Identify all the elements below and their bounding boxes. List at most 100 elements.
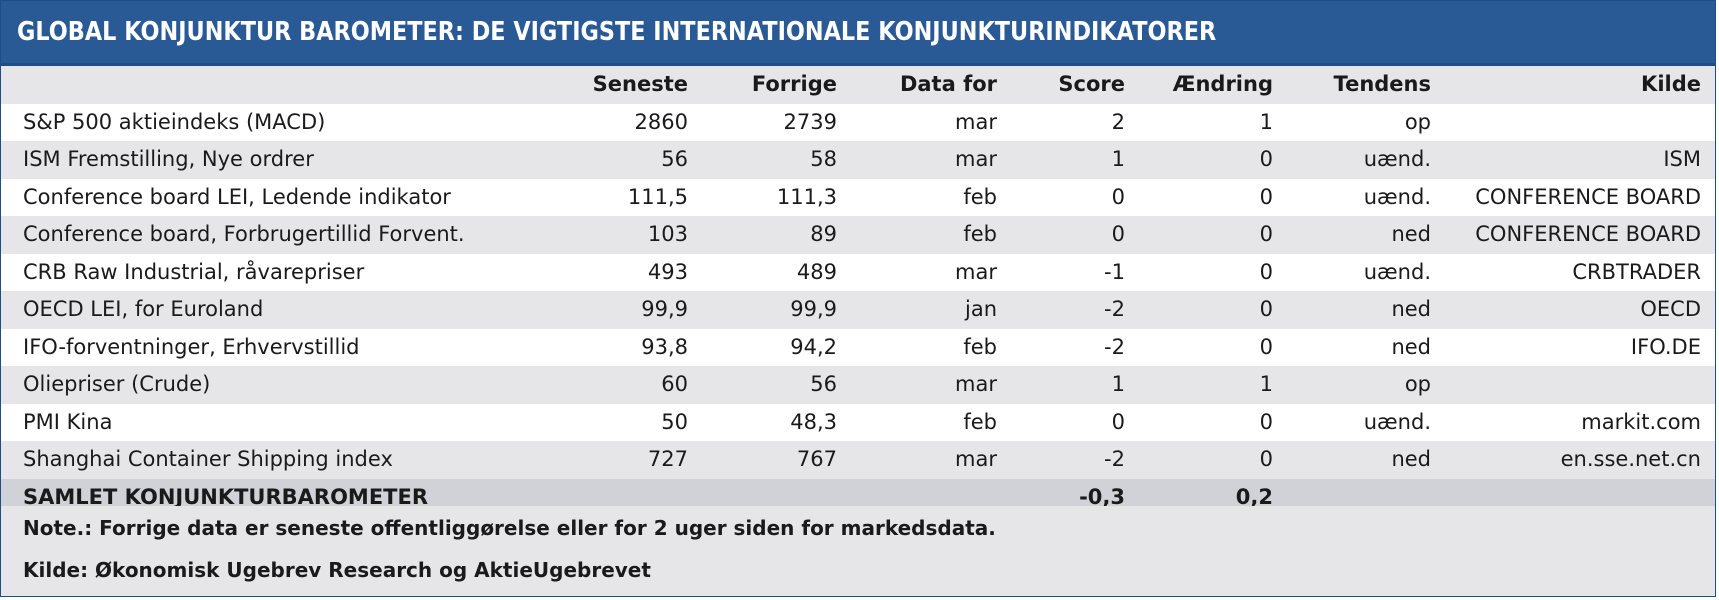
- total-score: -0,3: [1079, 484, 1125, 509]
- cell-aendring: 0: [1259, 447, 1273, 471]
- cell-score: -2: [1104, 334, 1125, 359]
- cell-forrige: 48,3: [790, 409, 837, 434]
- cell-kilde: OECD: [1640, 297, 1701, 321]
- cell-seneste: 111,5: [627, 184, 688, 209]
- header-data-for: Data for: [899, 72, 997, 96]
- cell-data-for: mar: [955, 147, 997, 171]
- indicator-table: Seneste Forrige Data for Score Ændring T…: [1, 66, 1715, 516]
- cell-seneste: 50: [661, 409, 688, 434]
- cell-seneste: 93,8: [641, 334, 688, 359]
- indicator-name: CRB Raw Industrial, råvarepriser: [23, 259, 365, 284]
- table-row: ISM Fremstilling, Nye ordrer 56 58 mar 1 0 uæn…: [1, 141, 1715, 179]
- cell-data-for: jan: [964, 297, 997, 321]
- indicator-name: PMI Kina: [23, 409, 113, 434]
- cell-tendens: ned: [1391, 334, 1431, 359]
- cell-tendens: ned: [1391, 222, 1431, 246]
- cell-forrige: 58: [810, 147, 837, 171]
- cell-tendens: uænd.: [1363, 147, 1431, 171]
- cell-aendring: 0: [1259, 184, 1273, 209]
- cell-data-for: feb: [963, 334, 997, 359]
- cell-forrige: 489: [796, 259, 837, 284]
- table-row: Conference board LEI, Ledende indikator 1…: [1, 179, 1715, 217]
- cell-seneste: 103: [647, 222, 688, 246]
- cell-kilde: CONFERENCE BOARD: [1475, 184, 1701, 209]
- table-row: OECD LEI, for Euroland 99,9 99,9 jan -2 0 ned O…: [1, 291, 1715, 329]
- table-row: Conference board, Forbrugertillid Forven…: [1, 216, 1715, 254]
- cell-kilde: markit.com: [1581, 409, 1701, 434]
- cell-score: 0: [1111, 184, 1125, 209]
- indicator-name: Conference board, Forbrugertillid Forven…: [23, 222, 465, 246]
- cell-score: 1: [1111, 147, 1125, 171]
- cell-score: 1: [1111, 372, 1125, 396]
- cell-aendring: 0: [1259, 409, 1273, 434]
- note-text: Note.: Forrige data er seneste offentlig…: [23, 516, 996, 540]
- cell-tendens: ned: [1391, 297, 1431, 321]
- header-aendring: Ændring: [1172, 72, 1273, 96]
- cell-kilde: IFO.DE: [1630, 334, 1701, 359]
- cell-aendring: 0: [1259, 259, 1273, 284]
- cell-score: -2: [1104, 447, 1125, 471]
- panel-title: GLOBAL KONJUNKTUR BAROMETER: DE VIGTIGST…: [17, 17, 1217, 47]
- cell-forrige: 99,9: [790, 297, 837, 321]
- cell-score: -2: [1104, 297, 1125, 321]
- cell-data-for: feb: [963, 184, 997, 209]
- cell-aendring: 1: [1259, 109, 1273, 134]
- cell-kilde: CONFERENCE BOARD: [1475, 222, 1701, 246]
- total-label: SAMLET KONJUNKTURBAROMETER: [23, 484, 429, 509]
- indicator-name: Oliepriser (Crude): [23, 372, 211, 396]
- table-row: Oliepriser (Crude) 60 56 mar 1 1 op: [1, 366, 1715, 404]
- cell-aendring: 1: [1259, 372, 1273, 396]
- cell-kilde: CRBTRADER: [1572, 259, 1701, 284]
- cell-tendens: uænd.: [1363, 409, 1431, 434]
- indicator-name: S&P 500 aktieindeks (MACD): [23, 109, 326, 134]
- indicator-name: ISM Fremstilling, Nye ordrer: [23, 147, 314, 171]
- cell-aendring: 0: [1259, 222, 1273, 246]
- cell-forrige: 767: [796, 447, 837, 471]
- header-kilde: Kilde: [1641, 72, 1701, 96]
- table-row: S&P 500 aktieindeks (MACD) 2860 2739 mar 2 1 o…: [1, 104, 1715, 142]
- notes-section: Note.: Forrige data er seneste offentlig…: [1, 506, 1715, 596]
- cell-aendring: 0: [1259, 147, 1273, 171]
- cell-score: 0: [1111, 222, 1125, 246]
- cell-forrige: 94,2: [790, 334, 837, 359]
- indicator-name: OECD LEI, for Euroland: [23, 297, 264, 321]
- table-body: S&P 500 aktieindeks (MACD) 2860 2739 mar 2 1 o…: [1, 104, 1715, 479]
- cell-data-for: mar: [955, 109, 997, 134]
- indicator-name: Shanghai Container Shipping index: [23, 447, 393, 471]
- table-row: CRB Raw Industrial, råvarepriser 493 489 ma…: [1, 254, 1715, 292]
- cell-score: 2: [1111, 109, 1125, 134]
- cell-kilde: en.sse.net.cn: [1560, 447, 1701, 471]
- cell-score: 0: [1111, 409, 1125, 434]
- header-tendens: Tendens: [1333, 72, 1431, 96]
- total-aendring: 0,2: [1235, 484, 1273, 509]
- cell-tendens: op: [1404, 372, 1431, 396]
- cell-forrige: 111,3: [776, 184, 837, 209]
- cell-seneste: 99,9: [641, 297, 688, 321]
- table-row: IFO-forventninger, Erhvervstillid 93,8 94,…: [1, 329, 1715, 367]
- cell-score: -1: [1104, 259, 1125, 284]
- cell-seneste: 60: [661, 372, 688, 396]
- table-row: PMI Kina 50 48,3 feb 0 0 uænd. markit.com: [1, 404, 1715, 442]
- cell-tendens: uænd.: [1363, 184, 1431, 209]
- cell-data-for: feb: [963, 222, 997, 246]
- cell-forrige: 56: [810, 372, 837, 396]
- cell-data-for: feb: [963, 409, 997, 434]
- cell-seneste: 56: [661, 147, 688, 171]
- cell-tendens: op: [1404, 109, 1431, 134]
- cell-tendens: uænd.: [1363, 259, 1431, 284]
- cell-forrige: 2739: [783, 109, 837, 134]
- indicator-name: IFO-forventninger, Erhvervstillid: [23, 334, 360, 359]
- header-forrige: Forrige: [751, 72, 837, 96]
- cell-seneste: 2860: [634, 109, 688, 134]
- cell-data-for: mar: [955, 447, 997, 471]
- cell-forrige: 89: [810, 222, 837, 246]
- indicator-name: Conference board LEI, Ledende indikator: [23, 184, 451, 209]
- cell-seneste: 727: [647, 447, 688, 471]
- cell-aendring: 0: [1259, 334, 1273, 359]
- header-score: Score: [1058, 72, 1125, 96]
- panel-title-bar: GLOBAL KONJUNKTUR BAROMETER: DE VIGTIGST…: [1, 1, 1715, 66]
- cell-aendring: 0: [1259, 297, 1273, 321]
- cell-data-for: mar: [955, 259, 997, 284]
- table-row: Shanghai Container Shipping index 727 767 m…: [1, 441, 1715, 479]
